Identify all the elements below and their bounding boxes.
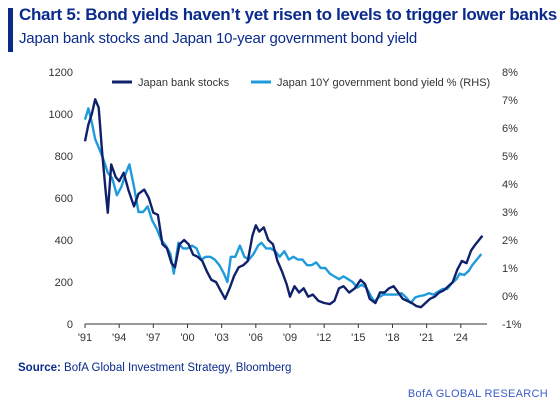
- x-tick-label: '21: [419, 332, 433, 344]
- x-tick-label: '91: [78, 332, 92, 344]
- x-tick-label: '24: [454, 332, 468, 344]
- legend-label-bank-stocks: Japan bank stocks: [138, 77, 230, 89]
- jgb-yield-line: [83, 107, 483, 305]
- source-text: BofA Global Investment Strategy, Bloombe…: [64, 362, 292, 374]
- x-tick-label: '06: [249, 332, 263, 344]
- chart-subtitle: Japan bank stocks and Japan 10-year gove…: [19, 30, 418, 47]
- y-right-tick-label: 3%: [502, 207, 518, 219]
- x-tick-label: '94: [112, 332, 126, 344]
- x-tick-label: '00: [180, 332, 194, 344]
- y-right-tick-label: 6%: [502, 123, 518, 135]
- legend-label-jgb-yield: Japan 10Y government bond yield % (RHS): [277, 77, 490, 89]
- y-right-tick-label: 4%: [502, 179, 518, 191]
- x-tick-label: '12: [317, 332, 331, 344]
- chart-title: Chart 5: Bond yields haven’t yet risen t…: [19, 5, 557, 24]
- y-right-tick-label: 5%: [502, 151, 518, 163]
- x-tick-label: '03: [214, 332, 228, 344]
- y-left-tick-label: 600: [55, 193, 73, 205]
- x-tick-label: '09: [283, 332, 297, 344]
- y-right-tick-label: -1%: [502, 319, 522, 331]
- y-left-tick-label: 800: [55, 151, 73, 163]
- y-right-tick-label: 8%: [502, 67, 518, 79]
- x-tick-label: '18: [385, 332, 399, 344]
- source-label: Source:: [18, 362, 61, 374]
- y-left-tick-label: 1200: [49, 67, 73, 79]
- y-left-tick-label: 400: [55, 235, 73, 247]
- y-left-tick-label: 200: [55, 277, 73, 289]
- y-right-tick-label: 7%: [502, 95, 518, 107]
- y-left-tick-label: 0: [67, 319, 73, 331]
- y-right-tick-label: 0%: [502, 291, 518, 303]
- title-accent-bar: [8, 8, 13, 52]
- y-right-tick-label: 2%: [502, 235, 518, 247]
- y-right-tick-label: 1%: [502, 263, 518, 275]
- footer-credit: BofA GLOBAL RESEARCH: [407, 388, 548, 400]
- x-tick-label: '15: [351, 332, 365, 344]
- x-tick-label: '97: [146, 332, 160, 344]
- source-note: Source: BofA Global Investment Strategy,…: [18, 362, 291, 374]
- y-left-tick-label: 1000: [49, 109, 73, 121]
- bank-stocks-line: [83, 98, 484, 309]
